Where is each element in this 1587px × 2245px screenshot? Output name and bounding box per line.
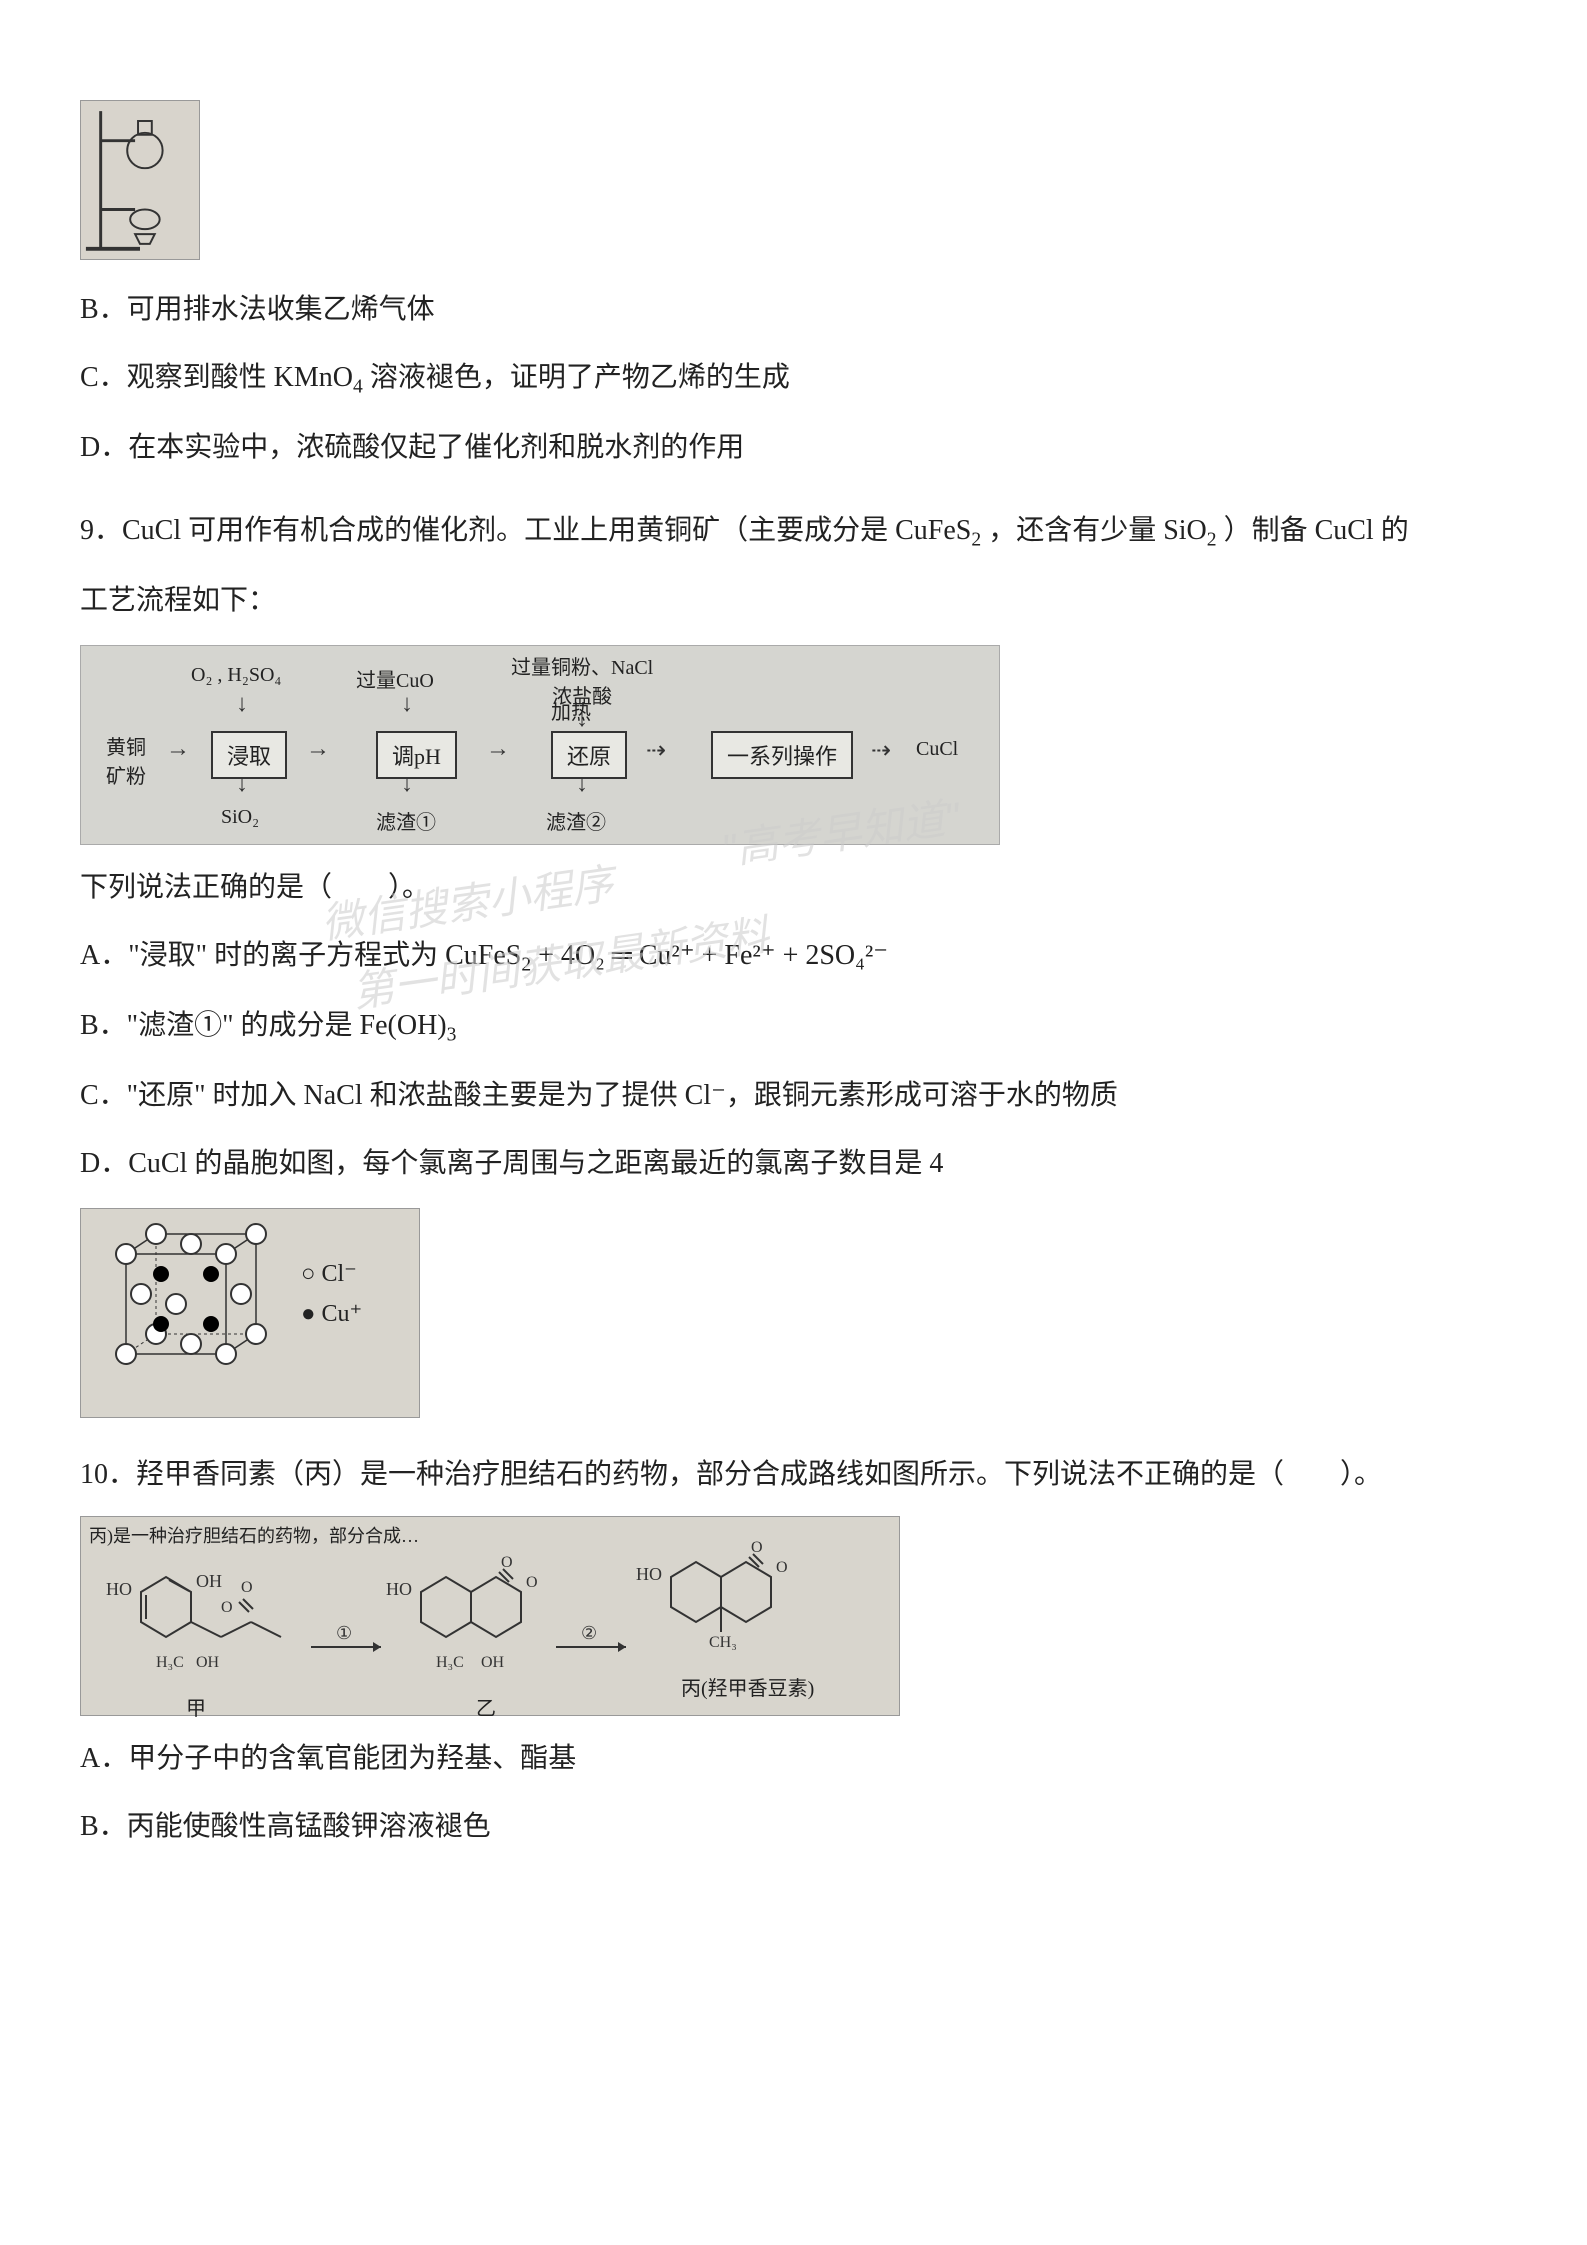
flow-step1: 浸取 xyxy=(211,731,287,779)
q9a-sub: 2 xyxy=(521,955,531,976)
q9-prefix: 9．CuCl 可用作有机合成的催化剂。工业上用黄铜矿（主要成分是 CuFeS xyxy=(80,515,971,546)
svg-text:O: O xyxy=(751,1539,763,1556)
q9-option-d: D．CuCl 的晶胞如图，每个氯离子周围与之距离最近的氯离子数目是 4 xyxy=(80,1139,1507,1189)
label-jia: 甲 xyxy=(186,1692,206,1721)
arrow-down-icon: ↓ xyxy=(401,691,413,718)
flowchart-figure: 黄铜 矿粉 浸取 调pH 还原 一系列操作 CuCl O₂ , H₂SO₄ 过量… xyxy=(80,645,1000,845)
q9-tail: 下列说法正确的是（ ）。 xyxy=(80,863,1507,913)
q9-option-c: C．"还原" 时加入 NaCl 和浓盐酸主要是为了提供 Cl⁻，跟铜元素形成可溶… xyxy=(80,1071,1507,1121)
q9-suffix: ）制备 CuCl 的 xyxy=(1217,515,1409,546)
q9-option-a: A．"浸取" 时的离子方程式为 CuFeS2 + 4O₂ ═ Cu²⁺ + Fe… xyxy=(80,931,1507,983)
q9-sub1: 2 xyxy=(971,529,981,550)
svg-text:HO: HO xyxy=(636,1564,662,1584)
q10-option-a: A．甲分子中的含氧官能团为羟基、酯基 xyxy=(80,1734,1507,1784)
option-c-prefix: C．观察到酸性 KMnO xyxy=(80,362,353,393)
flow-bot3: 滤渣② xyxy=(546,806,606,835)
svg-text:O: O xyxy=(526,1574,538,1591)
svg-text:HO: HO xyxy=(106,1579,132,1599)
apparatus-figure xyxy=(80,100,200,260)
flow-top1: O₂ , H₂SO₄ xyxy=(191,664,281,687)
svg-text:O: O xyxy=(501,1554,513,1571)
arrow-down-icon: ↓ xyxy=(236,771,248,798)
svg-text:O: O xyxy=(776,1559,788,1576)
svg-text:OH: OH xyxy=(481,1654,505,1671)
option-c-sub: 4 xyxy=(353,377,363,398)
flow-step2: 调pH xyxy=(376,731,457,779)
svg-text:OH: OH xyxy=(196,1654,220,1671)
label-bing: 丙(羟甲香豆素) xyxy=(681,1672,814,1701)
q9-line2: 工艺流程如下： xyxy=(80,576,1507,626)
q10-text: 10．羟甲香同素（丙）是一种治疗胆结石的药物，部分合成路线如图所示。下列说法不正… xyxy=(80,1448,1507,1501)
q9-option-b: B．"滤渣①" 的成分是 Fe(OH)3 xyxy=(80,1001,1507,1053)
svg-text:O: O xyxy=(241,1579,253,1596)
q9a-rest: + 4O₂ ═ Cu²⁺ + Fe²⁺ + 2SO₄²⁻ xyxy=(531,940,888,971)
crystal-svg xyxy=(86,1214,286,1414)
flow-bot1: SiO₂ xyxy=(221,806,259,829)
label-yi: 乙 xyxy=(476,1692,496,1721)
arrow-icon: → xyxy=(166,736,190,763)
q9b-prefix: B．"滤渣①" 的成分是 Fe(OH) xyxy=(80,1010,447,1041)
option-c: C．观察到酸性 KMnO4 溶液褪色，证明了产物乙烯的生成 xyxy=(80,353,1507,405)
arrow-icon: → xyxy=(306,736,330,763)
apparatus-svg xyxy=(81,101,199,259)
flow-top2: 过量CuO xyxy=(356,664,434,693)
arrow-down-icon: ↓ xyxy=(236,691,248,718)
arrow-down-icon: ↓ xyxy=(576,706,588,733)
legend-cl: ○ Cl⁻ xyxy=(301,1259,357,1288)
svg-text:CH₃: CH₃ xyxy=(709,1634,737,1651)
svg-text:O: O xyxy=(221,1599,233,1616)
option-d: D．在本实验中，浓硫酸仅起了催化剂和脱水剂的作用 xyxy=(80,423,1507,473)
option-b: B．可用排水法收集乙烯气体 xyxy=(80,285,1507,335)
flow-bot2: 滤渣① xyxy=(376,806,436,835)
flow-step3: 还原 xyxy=(551,731,627,779)
svg-text:OH: OH xyxy=(196,1571,222,1591)
q9b-sub: 3 xyxy=(447,1025,457,1046)
svg-text:HO: HO xyxy=(386,1579,412,1599)
q9-mid: ，还含有少量 SiO xyxy=(981,515,1207,546)
flow-out: CuCl xyxy=(916,738,958,761)
legend-cu: ● Cu⁺ xyxy=(301,1299,362,1328)
q9-text: 9．CuCl 可用作有机合成的催化剂。工业上用黄铜矿（主要成分是 CuFeS2 … xyxy=(80,504,1507,559)
flow-step4: 一系列操作 xyxy=(711,731,853,779)
option-c-suffix: 溶液褪色，证明了产物乙烯的生成 xyxy=(363,362,790,393)
arrow-icon: ⇢ xyxy=(871,736,891,765)
svg-text:①: ① xyxy=(336,1623,352,1643)
crystal-figure: ○ Cl⁻ ● Cu⁺ xyxy=(80,1208,420,1418)
q10-option-b: B．丙能使酸性高锰酸钾溶液褪色 xyxy=(80,1802,1507,1852)
q9-sub2: 2 xyxy=(1207,529,1217,550)
arrow-down-icon: ↓ xyxy=(401,771,413,798)
flow-input: 黄铜 矿粉 xyxy=(96,731,156,789)
q9a-prefix: A．"浸取" 时的离子方程式为 CuFeS xyxy=(80,940,521,971)
svg-text:H₃C: H₃C xyxy=(436,1654,464,1671)
svg-text:H₃C: H₃C xyxy=(156,1654,184,1671)
arrow-icon: → xyxy=(486,736,510,763)
arrow-icon: ⇢ xyxy=(646,736,666,765)
svg-text:②: ② xyxy=(581,1623,597,1643)
synth-header: 丙)是一种治疗胆结石的药物，部分合成… xyxy=(89,1522,419,1548)
arrow-down-icon: ↓ xyxy=(576,771,588,798)
synthesis-figure: 丙)是一种治疗胆结石的药物，部分合成… HO OH O O H₃C OH ① H… xyxy=(80,1516,900,1716)
